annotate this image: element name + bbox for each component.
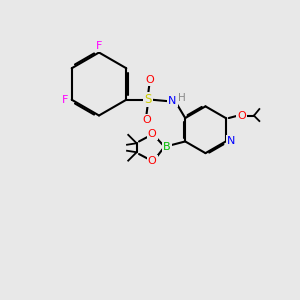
Text: H: H: [178, 93, 185, 103]
Text: F: F: [62, 95, 68, 105]
Text: O: O: [148, 156, 157, 166]
Text: N: N: [168, 96, 177, 106]
Text: O: O: [237, 111, 246, 121]
Text: O: O: [145, 75, 154, 85]
Text: O: O: [142, 115, 151, 125]
Text: N: N: [227, 136, 235, 146]
Text: B: B: [163, 142, 170, 152]
Text: O: O: [148, 129, 157, 139]
Text: S: S: [144, 93, 152, 106]
Text: F: F: [96, 41, 102, 51]
